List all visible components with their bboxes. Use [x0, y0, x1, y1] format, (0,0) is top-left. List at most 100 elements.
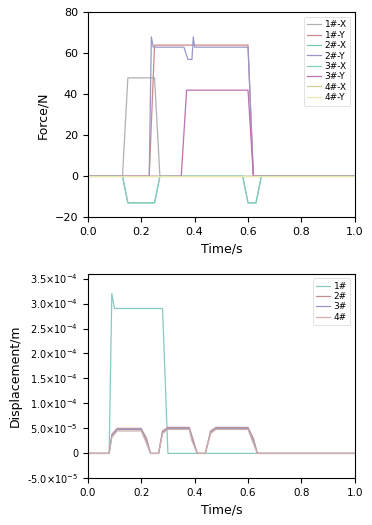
3#	[86, 450, 90, 457]
4#	[156, 450, 161, 457]
3#-X	[259, 173, 264, 180]
4#	[144, 440, 149, 447]
2#-X	[259, 173, 264, 180]
3#	[139, 426, 144, 433]
Line: 3#-Y: 3#-Y	[88, 90, 355, 176]
3#-Y	[251, 173, 256, 180]
3#-X	[246, 200, 250, 206]
2#-Y	[186, 56, 190, 62]
1#-Y	[147, 173, 151, 180]
4#	[160, 430, 165, 437]
Line: 2#-X: 2#-X	[88, 176, 355, 203]
3#-Y	[246, 87, 250, 93]
2#-Y	[151, 44, 155, 50]
4#	[166, 426, 170, 433]
3#-X	[126, 200, 130, 206]
2#-Y	[251, 173, 256, 180]
2#	[166, 424, 170, 430]
3#-Y	[179, 173, 183, 180]
4#	[110, 434, 114, 440]
1#	[107, 450, 111, 457]
4#	[107, 450, 111, 457]
1#-Y	[152, 42, 157, 48]
3#-X	[120, 173, 125, 180]
3#	[208, 429, 213, 436]
4#	[115, 428, 119, 434]
2#-Y	[182, 44, 186, 50]
4#	[190, 438, 194, 444]
1#	[353, 450, 357, 457]
2#-Y	[190, 56, 194, 62]
Legend: 1#, 2#, 3#, 4#: 1#, 2#, 3#, 4#	[313, 278, 350, 326]
3#	[110, 433, 114, 439]
1#	[86, 450, 90, 457]
2#-X	[158, 173, 162, 180]
3#-X	[254, 200, 258, 206]
3#-Y	[353, 173, 357, 180]
2#-Y	[86, 173, 90, 180]
3#-X	[353, 173, 357, 180]
2#-X	[86, 173, 90, 180]
3#	[148, 450, 153, 457]
1#-Y	[251, 173, 256, 180]
3#	[190, 435, 194, 442]
1#	[112, 306, 117, 312]
2#	[203, 450, 208, 457]
3#	[166, 425, 170, 432]
Line: 3#-X: 3#-X	[88, 176, 355, 203]
3#-X	[86, 173, 90, 180]
1#-X	[126, 75, 130, 81]
3#-X	[152, 200, 157, 206]
Line: 3#: 3#	[88, 428, 355, 454]
2#	[255, 450, 260, 457]
3#	[353, 450, 357, 457]
2#	[195, 450, 199, 457]
4#	[195, 450, 199, 457]
3#	[255, 450, 260, 457]
4#	[187, 426, 192, 433]
3#	[144, 438, 149, 444]
2#	[187, 424, 192, 430]
2#	[107, 450, 111, 457]
1#	[166, 450, 170, 457]
2#	[156, 450, 161, 457]
1#-X	[152, 75, 157, 81]
2#-Y	[191, 34, 196, 40]
X-axis label: Time/s: Time/s	[201, 503, 242, 517]
2#-Y	[147, 173, 151, 180]
3#	[115, 426, 119, 433]
4#	[255, 450, 260, 457]
Line: 4#: 4#	[88, 429, 355, 454]
4#	[246, 426, 250, 433]
Line: 2#: 2#	[88, 427, 355, 454]
Line: 2#-Y: 2#-Y	[88, 37, 355, 176]
1#-X	[86, 173, 90, 180]
1#-X	[120, 173, 125, 180]
4#	[251, 440, 256, 447]
4#	[86, 450, 90, 457]
2#-X	[254, 200, 258, 206]
2#	[148, 450, 153, 457]
2#	[144, 435, 149, 442]
4#	[148, 450, 153, 457]
Line: 1#: 1#	[88, 293, 355, 454]
1#-Y	[246, 42, 250, 48]
3#	[214, 425, 218, 432]
3#-Y	[185, 87, 189, 93]
Y-axis label: Force/N: Force/N	[36, 91, 49, 139]
3#	[195, 450, 199, 457]
4#	[203, 450, 208, 457]
3#	[203, 450, 208, 457]
2#	[139, 425, 144, 432]
1#-X	[353, 173, 357, 180]
2#	[246, 424, 250, 430]
4#	[139, 428, 144, 434]
Line: 1#-Y: 1#-Y	[88, 45, 355, 176]
2#	[86, 450, 90, 457]
1#-Y	[353, 173, 357, 180]
2#-X	[152, 200, 157, 206]
2#-X	[126, 200, 130, 206]
2#-X	[120, 173, 125, 180]
Legend: 1#-X, 1#-Y, 2#-X, 2#-Y, 3#-X, 3#-Y, 4#-X, 4#-Y: 1#-X, 1#-Y, 2#-X, 2#-Y, 3#-X, 3#-Y, 4#-X…	[304, 17, 350, 106]
2#-X	[353, 173, 357, 180]
